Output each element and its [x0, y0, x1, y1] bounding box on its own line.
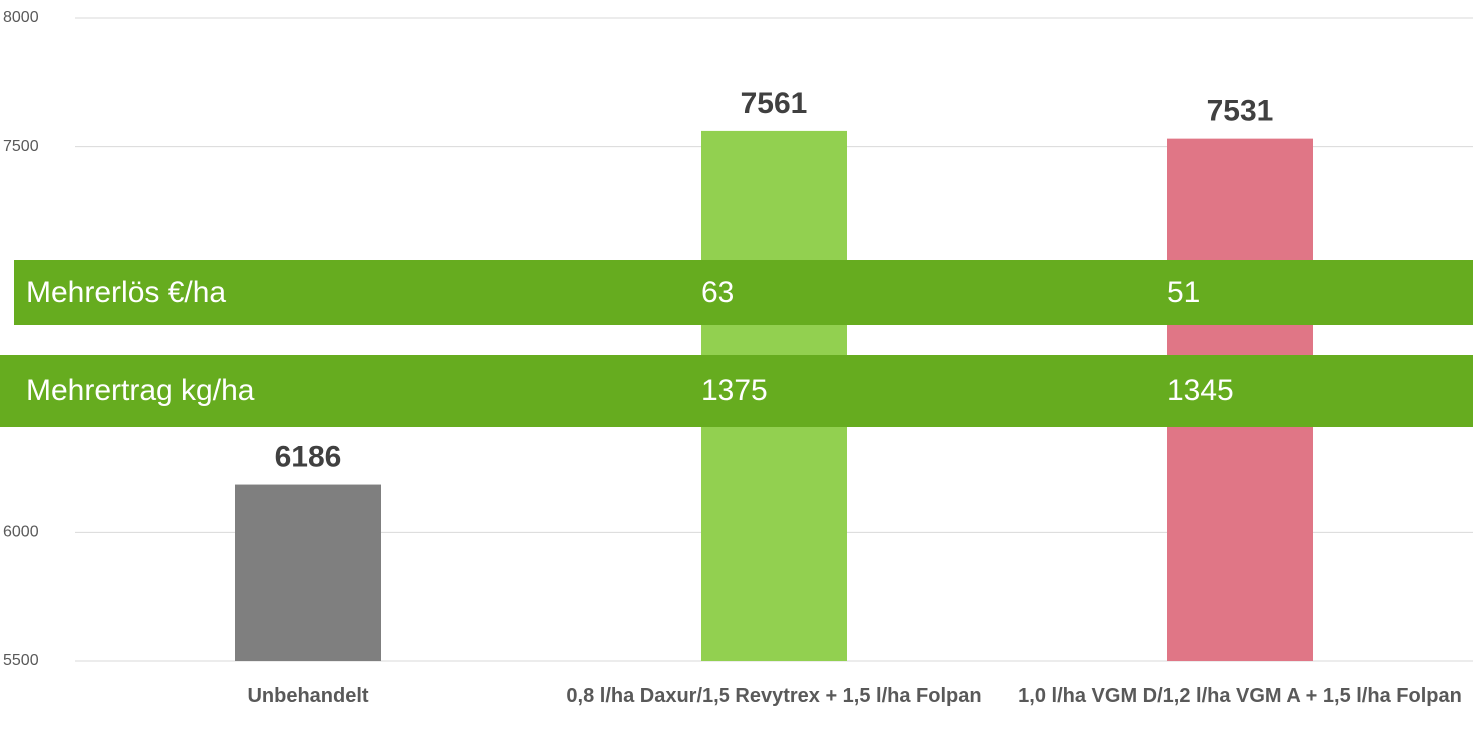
x-tick-label: 0,8 l/ha Daxur/1,5 Revytrex + 1,5 l/ha F…: [566, 685, 982, 707]
y-tick-label: 8000: [3, 9, 39, 26]
band: Mehrerlös €/ha 63 51: [14, 260, 1473, 325]
x-tick-label: Unbehandelt: [247, 685, 369, 707]
bar: [235, 484, 381, 661]
y-tick-label: 7500: [3, 138, 39, 155]
band-value: 63: [701, 275, 735, 309]
value-label: 6186: [275, 440, 342, 473]
y-tick-label: 5500: [3, 652, 39, 669]
band: Mehrertrag kg/ha 1375 1345: [0, 355, 1473, 427]
value-label: 7561: [741, 87, 808, 120]
band-value: 1345: [1167, 374, 1234, 407]
x-tick-label: 1,0 l/ha VGM D/1,2 l/ha VGM A + 1,5 l/ha…: [1018, 685, 1462, 707]
y-tick-label: 6000: [3, 524, 39, 541]
band-value: 51: [1167, 275, 1201, 309]
band-label: Mehrerlös €/ha: [26, 275, 227, 309]
value-label: 7531: [1207, 95, 1274, 128]
band-label: Mehrertrag kg/ha: [26, 374, 255, 407]
band-value: 1375: [701, 374, 768, 407]
